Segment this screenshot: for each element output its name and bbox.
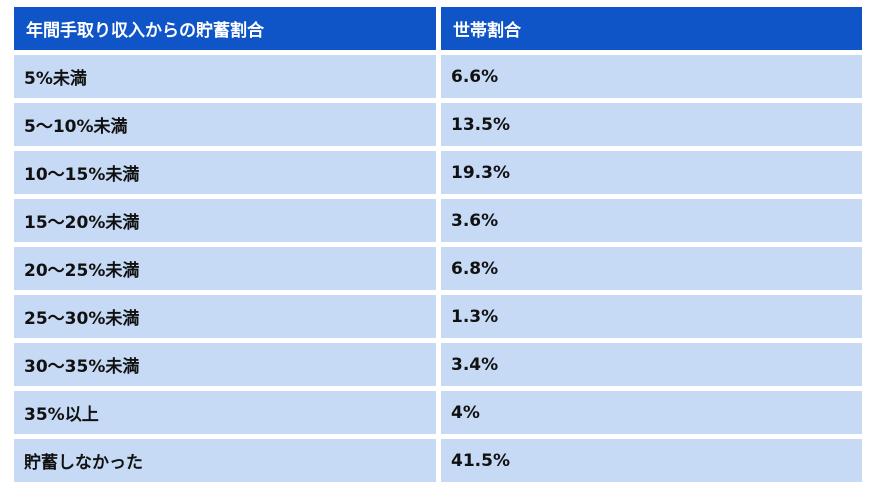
row-value: 6.6% <box>441 55 862 98</box>
row-label: 20～25%未満 <box>14 247 436 290</box>
table-row: 30～35%未満 3.4% <box>14 343 862 386</box>
row-value: 1.3% <box>441 295 862 338</box>
table-row: 貯蓄しなかった 41.5% <box>14 439 862 482</box>
row-value: 6.8% <box>441 247 862 290</box>
row-value: 41.5% <box>441 439 862 482</box>
header-savings-ratio: 年間手取り収入からの貯蓄割合 <box>14 7 436 50</box>
row-label: 35%以上 <box>14 391 436 434</box>
table-row: 5%未満 6.6% <box>14 55 862 98</box>
row-label: 5～10%未満 <box>14 103 436 146</box>
table-header-row: 年間手取り収入からの貯蓄割合 世帯割合 <box>14 7 862 50</box>
savings-ratio-table: 年間手取り収入からの貯蓄割合 世帯割合 5%未満 6.6% 5～10%未満 13… <box>14 7 862 487</box>
table-row: 25～30%未満 1.3% <box>14 295 862 338</box>
row-label: 30～35%未満 <box>14 343 436 386</box>
row-value: 13.5% <box>441 103 862 146</box>
row-value: 4% <box>441 391 862 434</box>
table-row: 10～15%未満 19.3% <box>14 151 862 194</box>
row-label: 10～15%未満 <box>14 151 436 194</box>
table-row: 35%以上 4% <box>14 391 862 434</box>
row-label: 貯蓄しなかった <box>14 439 436 482</box>
row-value: 3.6% <box>441 199 862 242</box>
row-label: 15～20%未満 <box>14 199 436 242</box>
header-household-share: 世帯割合 <box>441 7 862 50</box>
table-row: 5～10%未満 13.5% <box>14 103 862 146</box>
row-label: 25～30%未満 <box>14 295 436 338</box>
row-value: 3.4% <box>441 343 862 386</box>
table-row: 15～20%未満 3.6% <box>14 199 862 242</box>
row-label: 5%未満 <box>14 55 436 98</box>
row-value: 19.3% <box>441 151 862 194</box>
table-row: 20～25%未満 6.8% <box>14 247 862 290</box>
